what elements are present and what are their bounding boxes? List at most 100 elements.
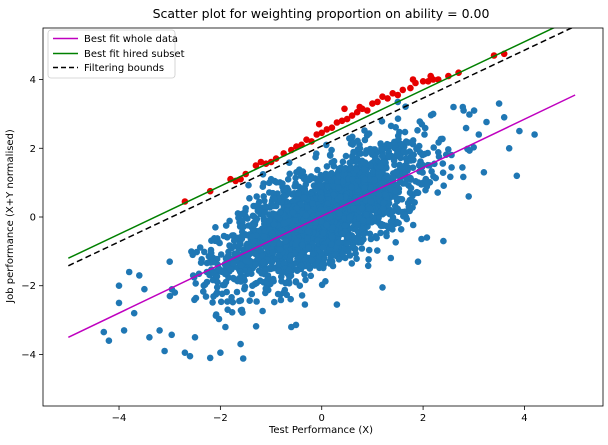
data-point xyxy=(462,124,470,132)
hired-point xyxy=(394,91,402,99)
data-point xyxy=(226,265,234,273)
data-point xyxy=(230,260,237,267)
data-point xyxy=(279,227,286,235)
hired-point xyxy=(379,93,386,100)
data-point xyxy=(336,210,343,217)
data-point xyxy=(358,245,366,252)
data-point xyxy=(361,166,368,173)
data-point xyxy=(379,222,387,229)
data-point xyxy=(421,131,428,138)
data-point xyxy=(418,161,426,168)
data-point xyxy=(265,216,273,224)
hired-point xyxy=(328,124,336,131)
data-point xyxy=(210,293,217,300)
data-point-outlier xyxy=(531,131,538,138)
data-point xyxy=(348,260,356,267)
data-point xyxy=(226,242,233,249)
data-point xyxy=(243,252,251,259)
data-point xyxy=(317,189,325,197)
data-point xyxy=(256,207,263,215)
data-point xyxy=(339,158,347,166)
data-point xyxy=(306,265,314,272)
hired-point xyxy=(409,76,417,83)
data-point-outlier xyxy=(333,301,341,308)
data-point xyxy=(238,210,246,218)
y-tick-label: 4 xyxy=(30,75,36,86)
data-point xyxy=(353,255,360,262)
hired-point xyxy=(333,119,341,126)
data-point xyxy=(407,184,415,192)
data-point xyxy=(314,166,321,174)
data-point xyxy=(346,135,353,142)
data-point xyxy=(302,276,309,284)
data-point xyxy=(361,127,368,134)
y-tick-label: −2 xyxy=(21,281,36,292)
data-point xyxy=(212,224,219,231)
data-point xyxy=(365,246,373,254)
data-point xyxy=(292,174,299,182)
hired-point xyxy=(257,158,265,166)
data-point xyxy=(353,166,360,174)
data-point xyxy=(428,168,435,175)
data-point xyxy=(292,217,299,224)
data-point xyxy=(383,229,390,237)
data-point xyxy=(275,261,283,268)
data-point-outlier xyxy=(186,352,194,360)
hired-point xyxy=(315,120,323,128)
data-point xyxy=(418,121,426,128)
data-point xyxy=(323,221,331,229)
data-point-outlier xyxy=(181,349,189,357)
hired-point xyxy=(424,78,432,85)
data-point xyxy=(360,230,368,238)
data-point xyxy=(246,297,253,305)
data-point-outlier xyxy=(217,349,224,357)
data-point xyxy=(317,194,325,202)
data-point xyxy=(363,211,371,219)
hired-point xyxy=(369,100,376,107)
y-axis-label: Job performance (X+Y normalised) xyxy=(5,129,16,304)
y-tick-label: 2 xyxy=(30,144,36,155)
data-point xyxy=(224,306,231,314)
data-point xyxy=(226,217,233,225)
legend: Best fit whole data Best fit hired subse… xyxy=(47,29,185,79)
data-point xyxy=(327,253,335,261)
data-point xyxy=(276,240,283,248)
legend-label-filtering-bounds: Filtering bounds xyxy=(84,63,164,74)
data-point-outlier xyxy=(429,110,437,118)
legend-label-best-fit-whole: Best fit whole data xyxy=(84,34,178,45)
hired-point xyxy=(338,117,346,125)
data-point xyxy=(335,255,343,263)
data-point xyxy=(407,157,415,164)
data-point xyxy=(328,233,336,241)
data-point xyxy=(316,181,324,189)
data-point xyxy=(322,278,329,285)
data-point xyxy=(259,307,266,315)
data-layer xyxy=(68,28,576,362)
data-point-outlier xyxy=(171,289,179,296)
data-point xyxy=(217,251,225,258)
data-point xyxy=(414,189,422,197)
data-point-outlier xyxy=(156,327,163,334)
data-point xyxy=(238,217,245,224)
data-point xyxy=(293,205,301,212)
plot-frame xyxy=(42,27,604,407)
data-point xyxy=(340,165,348,173)
data-point xyxy=(230,232,237,239)
data-point xyxy=(354,137,361,145)
data-point xyxy=(386,142,393,149)
data-point xyxy=(470,107,478,114)
data-point xyxy=(328,159,336,166)
data-point xyxy=(359,217,367,224)
data-point xyxy=(320,229,327,237)
data-point xyxy=(285,159,293,166)
x-tick-label: 2 xyxy=(420,413,426,424)
data-point xyxy=(349,242,357,249)
data-point xyxy=(349,234,357,241)
filtering-bounds-line xyxy=(68,28,574,267)
data-point xyxy=(339,250,346,257)
data-point xyxy=(287,295,295,303)
data-point xyxy=(211,235,218,242)
data-point xyxy=(350,205,357,212)
data-point xyxy=(299,169,306,176)
data-point xyxy=(394,115,402,122)
